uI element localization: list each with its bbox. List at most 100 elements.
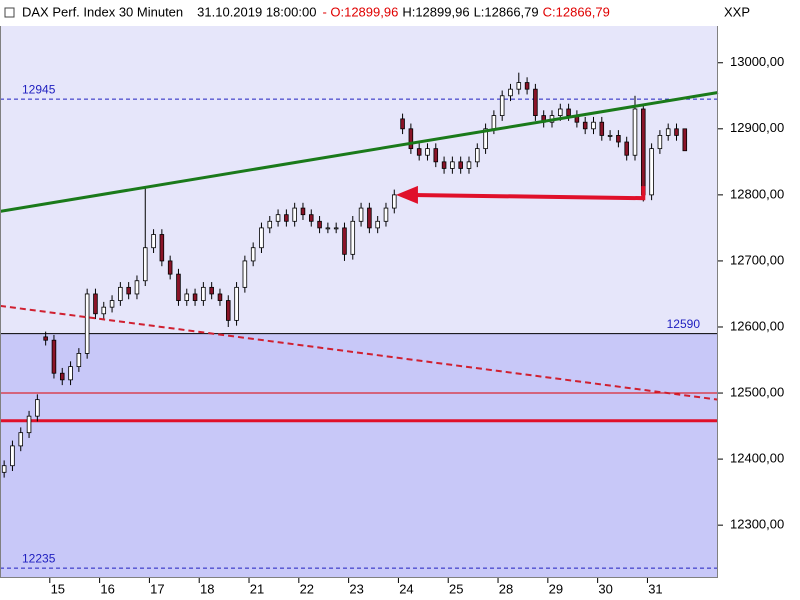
candle-body xyxy=(275,214,281,222)
y-tick-label: 12800,00 xyxy=(730,186,784,201)
candle-body xyxy=(18,432,24,447)
y-tick-label: 12600,00 xyxy=(730,318,784,333)
candle-body xyxy=(250,247,256,262)
candle-body xyxy=(400,118,405,130)
candle-body xyxy=(10,445,15,467)
candle-body xyxy=(624,141,629,156)
candle-body xyxy=(292,207,297,222)
candle-body xyxy=(59,372,65,381)
candle-body xyxy=(1,465,7,473)
x-tick-label: 30 xyxy=(598,581,612,596)
header-background xyxy=(0,0,800,26)
candle-body xyxy=(367,207,372,229)
candle-body xyxy=(607,135,613,137)
level-label: 12235 xyxy=(22,551,56,565)
x-tick-label: 23 xyxy=(349,581,363,596)
candle-body xyxy=(192,293,198,301)
x-tick-label: 31 xyxy=(648,581,662,596)
y-tick-label: 13000,00 xyxy=(730,54,784,69)
candle-body xyxy=(632,108,638,156)
candle-body xyxy=(441,161,447,169)
candle-body xyxy=(76,353,82,368)
lower-background xyxy=(0,333,718,578)
x-tick-label: 21 xyxy=(250,581,264,596)
chart-title: DAX Perf. Index 30 Minuten xyxy=(22,4,183,19)
timestamp: 31.10.2019 18:00:00 xyxy=(197,4,316,19)
candle-body xyxy=(101,306,107,315)
candle-body xyxy=(159,234,165,262)
candle-body xyxy=(134,280,140,295)
candle-body xyxy=(342,227,347,255)
candle-body xyxy=(533,88,538,116)
candle-body xyxy=(416,148,422,156)
candle-body xyxy=(176,273,181,301)
x-tick-label: 25 xyxy=(449,581,463,596)
candle-body xyxy=(599,121,605,136)
candle-body xyxy=(433,148,439,163)
y-tick-label: 12500,00 xyxy=(730,384,784,399)
level-label: 12945 xyxy=(22,82,56,96)
candle-body xyxy=(267,220,273,229)
candle-body xyxy=(425,148,430,156)
candle-body xyxy=(26,415,32,434)
x-tick-label: 15 xyxy=(51,581,65,596)
arrow-line xyxy=(403,186,646,201)
candle-body xyxy=(358,207,364,222)
candle-body xyxy=(68,366,73,381)
y-tick-label: 12700,00 xyxy=(730,252,784,267)
x-tick-label: 22 xyxy=(300,581,314,596)
candle-body xyxy=(508,88,513,97)
y-tick-label: 12900,00 xyxy=(730,120,784,135)
candle-body xyxy=(524,82,530,90)
candle-body xyxy=(657,135,663,150)
arrow-head xyxy=(395,185,418,204)
candle-body xyxy=(325,227,331,230)
level-label: 12590 xyxy=(667,317,701,331)
candle-body xyxy=(118,286,123,301)
candle-body xyxy=(392,194,397,209)
candle-body xyxy=(225,300,231,321)
candle-body xyxy=(259,227,264,249)
candle-body xyxy=(300,207,306,216)
trend-line xyxy=(0,304,719,401)
candle-body xyxy=(209,286,214,295)
candle-body xyxy=(126,286,131,295)
ohlc-label: L:12866,79 xyxy=(474,4,539,19)
candle-body xyxy=(516,82,522,90)
candle-body xyxy=(317,220,322,229)
candle-body xyxy=(184,293,190,301)
candle-body xyxy=(558,108,563,116)
candle-body xyxy=(499,95,505,117)
candle-body xyxy=(284,214,289,222)
candle-body xyxy=(35,399,40,417)
candle-body xyxy=(167,260,173,275)
ohlc-label: H:12899,96 xyxy=(402,4,469,19)
candle-body xyxy=(682,128,688,152)
candle-body xyxy=(84,293,90,354)
candle-body xyxy=(616,135,621,143)
candle-body xyxy=(475,148,480,163)
candle-body xyxy=(408,128,414,150)
candle-body xyxy=(483,128,488,150)
trend-line xyxy=(0,91,719,213)
candle-body xyxy=(309,214,314,222)
candle-body xyxy=(109,300,115,308)
candle-body xyxy=(375,220,380,229)
candle-body xyxy=(466,161,472,169)
header-box xyxy=(4,7,15,18)
x-tick-label: 18 xyxy=(200,581,214,596)
candle-body xyxy=(591,121,596,130)
candle-body xyxy=(43,336,48,341)
candle-body xyxy=(383,207,389,222)
x-tick-label: 28 xyxy=(499,581,513,596)
candle-body xyxy=(450,161,455,169)
candle-body xyxy=(333,227,339,230)
x-tick-label: 17 xyxy=(150,581,164,596)
candle-body xyxy=(201,286,206,301)
y-tick-label: 12400,00 xyxy=(730,451,784,466)
x-tick-label: 24 xyxy=(399,581,413,596)
candle-body xyxy=(242,260,248,288)
candle-body xyxy=(665,128,671,136)
candle-body xyxy=(151,234,156,249)
candle-body xyxy=(51,339,57,374)
